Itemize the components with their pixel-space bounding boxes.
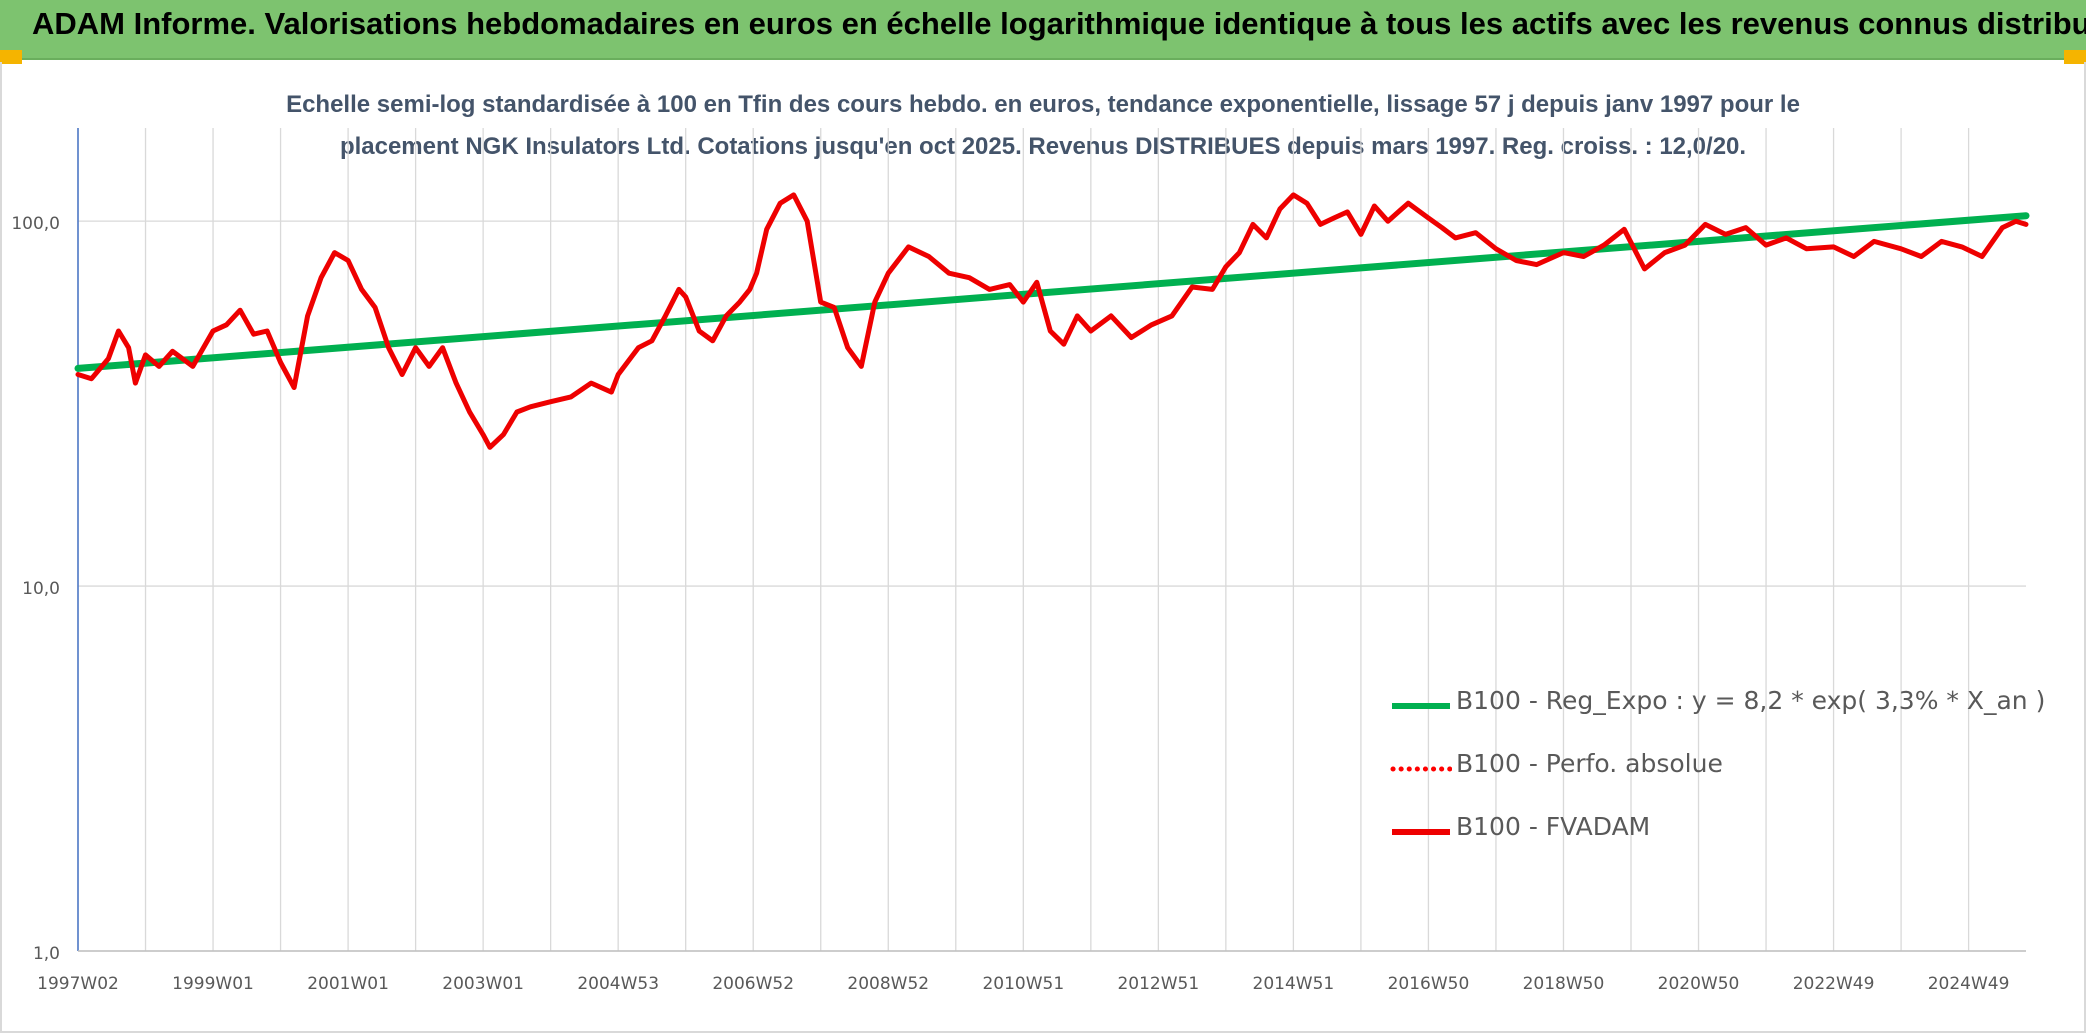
legend-swatch-perfo-absolue	[1390, 766, 1452, 772]
report-title: ADAM Informe. Valorisations hebdomadaire…	[32, 6, 2086, 41]
legend-swatch-fvadam	[1392, 829, 1450, 835]
corner-marker-left	[0, 50, 22, 64]
x-tick-label-4: 2004W53	[577, 974, 659, 994]
y-tick-label-1: 10,0	[22, 579, 60, 599]
corner-marker-right	[2064, 50, 2086, 64]
x-tick-label-9: 2014W51	[1253, 974, 1335, 994]
series-line-regression	[74, 212, 2030, 372]
legend-label-fvadam: B100 - FVADAM	[1456, 812, 1651, 841]
x-tick-label-12: 2020W50	[1658, 974, 1740, 994]
chart-title-line-1: Echelle semi-log standardisée à 100 en T…	[286, 91, 1800, 118]
x-tick-label-11: 2018W50	[1523, 974, 1605, 994]
x-tick-label-10: 2016W50	[1388, 974, 1470, 994]
x-tick-label-2: 2001W01	[307, 974, 389, 994]
x-tick-label-6: 2008W52	[847, 974, 929, 994]
series-line-fvadam	[75, 192, 2029, 450]
x-tick-label-13: 2022W49	[1793, 974, 1875, 994]
chart-frame	[0, 62, 2086, 1033]
chart-title-line-2: placement NGK Insulators Ltd. Cotations …	[339, 133, 1747, 160]
legend-label-perfo-absolue: B100 - Perfo. absolue	[1456, 749, 1723, 778]
legend-swatch-regression	[1392, 703, 1450, 709]
legend-label-regression: B100 - Reg_Expo : y = 8,2 * exp( 3,3% * …	[1456, 686, 2046, 715]
y-tick-label-0: 1,0	[33, 944, 60, 964]
x-tick-label-1: 1999W01	[172, 974, 254, 994]
report-banner: ADAM Informe. Valorisations hebdomadaire…	[0, 0, 2086, 60]
x-tick-label-3: 2003W01	[442, 974, 524, 994]
x-tick-label-7: 2010W51	[982, 974, 1064, 994]
x-tick-label-8: 2012W51	[1117, 974, 1199, 994]
y-tick-label-2: 100,0	[11, 214, 60, 234]
x-tick-label-0: 1997W02	[37, 974, 119, 994]
x-tick-label-14: 2024W49	[1928, 974, 2010, 994]
x-tick-label-5: 2006W52	[712, 974, 794, 994]
